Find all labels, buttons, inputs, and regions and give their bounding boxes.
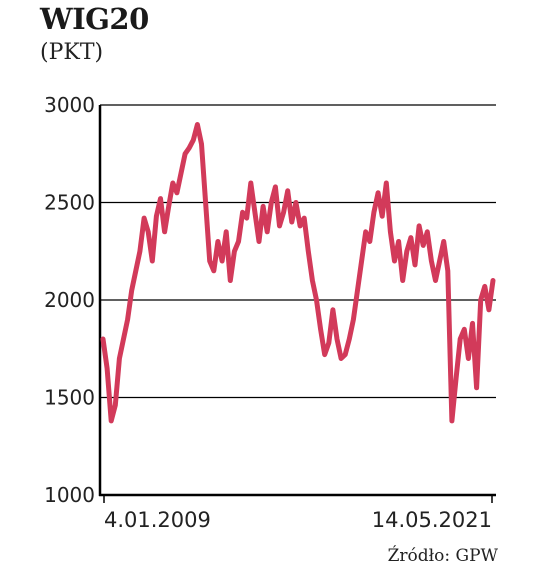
y-tick-label-2500: 2500: [44, 191, 95, 215]
y-tick-label-1500: 1500: [44, 386, 95, 410]
y-tick-label-3000: 3000: [44, 93, 95, 117]
unit-label: (PKT): [40, 40, 104, 65]
y-tick-label-1000: 1000: [44, 483, 95, 507]
source-label: Źródło: GPW: [387, 546, 498, 566]
grid-lines: [100, 104, 496, 399]
x-tick-labels: 4.01.2009 14.05.2021: [104, 508, 492, 532]
x-tick-label-1: 14.05.2021: [372, 508, 492, 532]
y-tick-label-2000: 2000: [44, 288, 95, 312]
wig20-series-line: [100, 122, 496, 424]
x-tick-label-0: 4.01.2009: [104, 508, 211, 532]
y-tick-labels: 1000 1500 2000 2500 3000: [44, 93, 95, 507]
chart-title: WIG20: [40, 2, 149, 36]
